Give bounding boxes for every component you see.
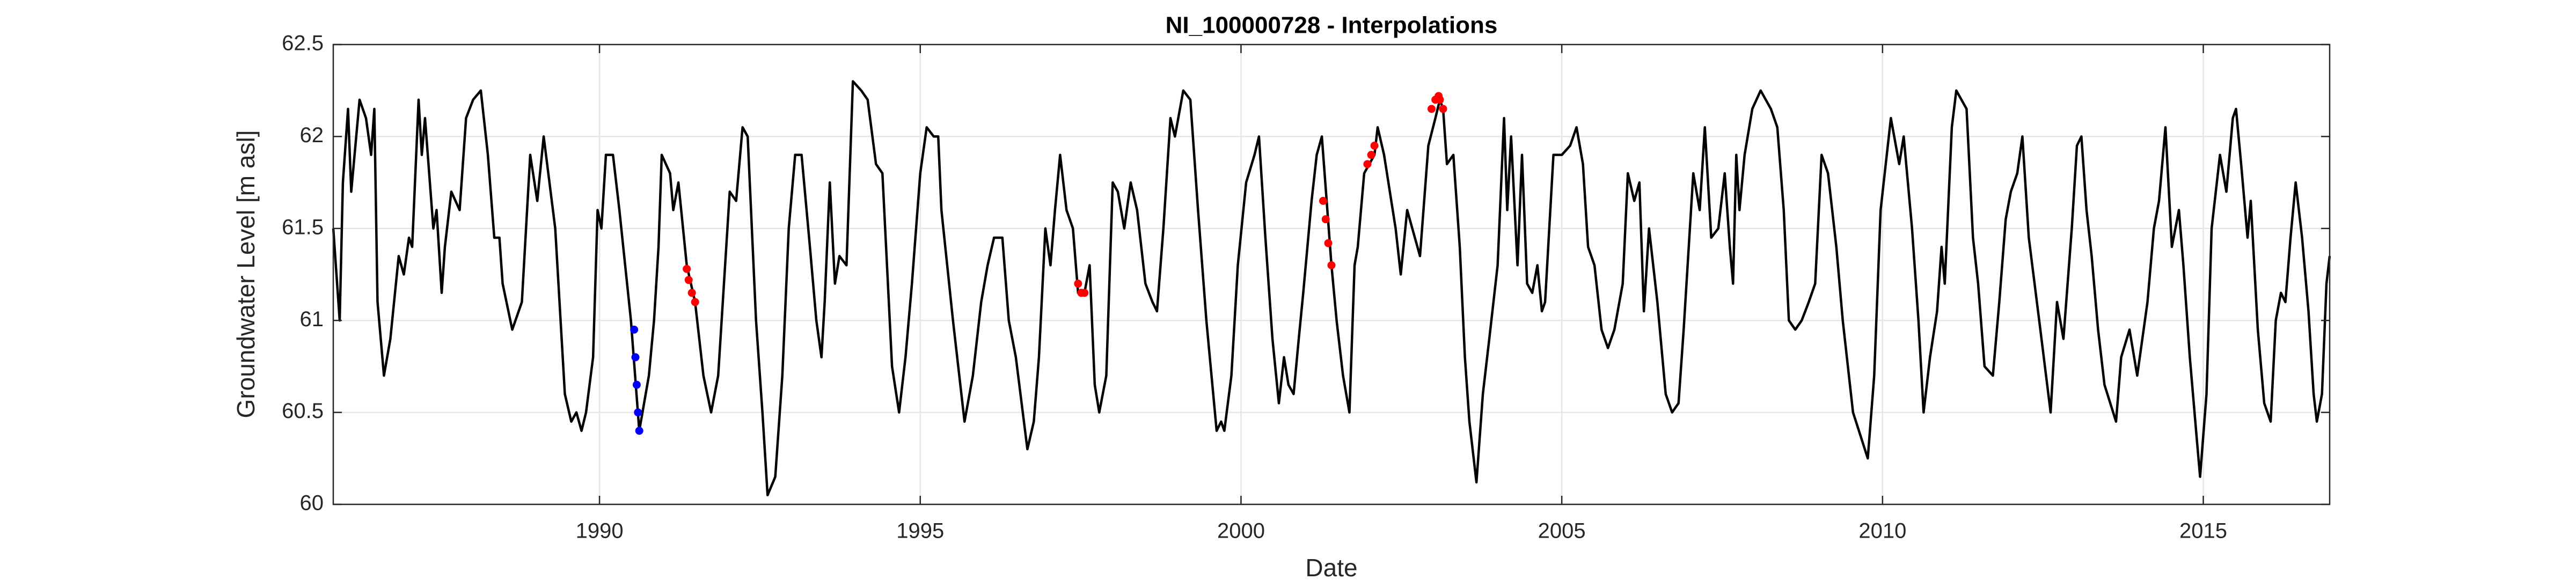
y-tick-label: 61.5 (282, 215, 324, 239)
x-tick-label: 2005 (1538, 519, 1586, 543)
x-tick-label: 1995 (896, 519, 944, 543)
x-axis-label: Date (1305, 554, 1357, 582)
interpolated-point (635, 427, 643, 435)
x-tick-label: 1990 (576, 519, 624, 543)
x-tick-label: 2010 (1858, 519, 1906, 543)
interpolated-point (684, 276, 693, 284)
interpolated-point (630, 325, 639, 334)
chart-title: NI_100000728 - Interpolations (1166, 12, 1498, 39)
data-line (332, 80, 2331, 497)
interpolated-point (1370, 142, 1379, 150)
axes: 1990 1995 2000 2005 2010 2015 60 60.5 61 61.5 62 62… (282, 32, 2331, 543)
y-tick-label: 60 (300, 491, 324, 515)
interpolated-point (634, 408, 642, 417)
x-tick-label: 2000 (1217, 519, 1265, 543)
interpolated-point (1439, 105, 1447, 113)
interpolated-point (1324, 239, 1333, 247)
interpolated-point (632, 380, 641, 389)
y-tick-label: 62.5 (282, 32, 324, 55)
axes-box (332, 43, 2331, 505)
interpolated-point (691, 298, 699, 306)
y-tick-label: 62 (300, 123, 324, 147)
interpolated-point (1427, 105, 1436, 113)
y-tick-label: 61 (300, 307, 324, 331)
interpolated-point (1321, 215, 1330, 224)
interpolated-point (631, 353, 640, 362)
interpolated-point (1367, 151, 1375, 159)
y-axis-label: Groundwater Level [m asl] (232, 130, 260, 419)
interpolated-point (1319, 196, 1327, 205)
interpolated-point (1074, 280, 1082, 288)
interpolated-point (1327, 261, 1336, 269)
x-tick-label: 2015 (2179, 519, 2227, 543)
interpolated-point (1436, 96, 1444, 104)
marks (332, 80, 2331, 497)
interpolated-point (1363, 160, 1372, 168)
interpolated-point (1080, 289, 1089, 297)
interpolated-point (683, 265, 691, 273)
y-tick-label: 60.5 (282, 399, 324, 423)
interpolated-point (687, 289, 696, 297)
